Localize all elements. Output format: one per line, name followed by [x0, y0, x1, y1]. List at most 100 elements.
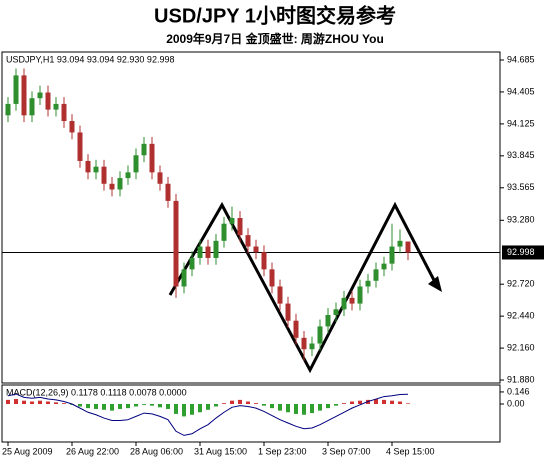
macd-panel — [1, 384, 501, 443]
macd-bar — [326, 404, 330, 409]
candle-body — [53, 103, 59, 110]
candle-body — [125, 172, 131, 179]
candle-body — [133, 155, 139, 173]
candle-body — [189, 257, 195, 270]
x-tick-label: 31 Aug 15:00 — [194, 446, 247, 456]
macd-bar — [30, 401, 34, 404]
macd-bar — [110, 404, 114, 411]
macd-bar — [350, 401, 354, 404]
macd-bar — [262, 404, 266, 406]
candle-body — [261, 252, 267, 270]
candle-body — [333, 309, 339, 315]
candle-body — [181, 269, 187, 287]
macd-bar — [302, 404, 306, 415]
macd-bar — [54, 402, 58, 404]
macd-bar — [230, 400, 234, 404]
macd-bar — [254, 403, 258, 404]
y-tick-label: 0.146 — [507, 386, 530, 396]
y-tick-label: 92.720 — [507, 279, 535, 289]
candle-body — [253, 246, 259, 253]
macd-bar — [310, 404, 314, 414]
y-tick-label: 94.405 — [507, 86, 535, 96]
candle-body — [173, 200, 179, 287]
candle-body — [405, 241, 411, 253]
candle-body — [109, 183, 115, 190]
candle-body — [157, 172, 163, 184]
x-tick-label: 1 Sep 23:00 — [258, 446, 307, 456]
candle-body — [245, 235, 251, 247]
macd-bar — [134, 404, 138, 407]
x-tick-label: 4 Sep 15:00 — [386, 446, 435, 456]
candle-body — [381, 263, 387, 270]
chart-title: USD/JPY 1小时图交易参考 — [154, 3, 396, 27]
y-tick-label: 94.685 — [507, 54, 535, 64]
macd-line — [7, 393, 409, 436]
candle-body — [141, 143, 147, 156]
macd-bar — [390, 400, 394, 404]
candle-body — [221, 223, 227, 241]
macd-bar — [358, 400, 362, 404]
candle-body — [37, 92, 43, 99]
macd-bar — [206, 404, 210, 410]
macd-label: MACD(12,26,9) 0.1178 0.1118 0.0078 0.000… — [6, 387, 187, 397]
price-label-box — [502, 245, 544, 260]
candle-body — [165, 183, 171, 201]
macd-bar — [46, 401, 50, 404]
macd-bar — [94, 404, 98, 409]
y-tick-label: 93.845 — [507, 150, 535, 160]
macd-bar — [14, 399, 18, 404]
macd-bar — [174, 404, 178, 414]
macd-bar — [22, 400, 26, 404]
macd-bar — [86, 404, 90, 409]
y-tick-label: 93.280 — [507, 215, 535, 225]
candle-body — [389, 246, 395, 264]
candle-body — [293, 320, 299, 338]
candle-body — [349, 297, 355, 304]
candle-body — [85, 160, 91, 173]
price-label: 92.998 — [507, 247, 535, 257]
macd-bar — [142, 404, 146, 405]
macd-bar — [382, 399, 386, 404]
macd-bar — [286, 404, 290, 413]
candle-body — [373, 269, 379, 281]
candle-body — [365, 280, 371, 287]
candle-body — [13, 75, 19, 104]
y-tick-label: 93.565 — [507, 182, 535, 192]
candle-body — [277, 286, 283, 304]
pattern-annotation — [168, 201, 438, 374]
y-tick-label: 0.00 — [507, 398, 525, 408]
candle-body — [229, 218, 235, 224]
macd-bar — [222, 403, 226, 404]
candle-body — [77, 132, 83, 161]
candle-body — [237, 218, 243, 236]
y-tick-label: 94.125 — [507, 118, 535, 128]
candle-body — [197, 246, 203, 258]
macd-bar — [198, 404, 202, 413]
chart-subtitle: 2009年9月7日 金顶盛世: 周游ZHOU You — [166, 31, 384, 46]
candle-body — [325, 314, 331, 327]
macd-bar — [318, 404, 322, 411]
candle-body — [101, 166, 107, 184]
x-tick-label: 28 Aug 06:00 — [130, 446, 183, 456]
candle-body — [93, 166, 99, 173]
arrow-head — [428, 276, 442, 292]
macd-bar — [334, 404, 338, 406]
candle-body — [45, 92, 51, 110]
macd-bar — [78, 404, 82, 407]
macd-bar — [166, 404, 170, 409]
candle-body — [397, 240, 403, 247]
macd-bar — [118, 404, 122, 409]
macd-bar — [182, 404, 186, 417]
macd-bar — [126, 404, 130, 409]
candle-body — [317, 326, 323, 344]
macd-bar — [150, 404, 154, 406]
y-tick-label: 92.440 — [507, 311, 535, 321]
candle-body — [117, 178, 123, 190]
candle-body — [301, 337, 307, 350]
macd-bar — [278, 404, 282, 411]
candle-body — [269, 269, 275, 287]
candle-body — [21, 75, 27, 116]
macd-bar — [294, 404, 298, 414]
info-label: USDJPY,H1 93.094 93.094 92.930 92.998 — [6, 54, 174, 64]
